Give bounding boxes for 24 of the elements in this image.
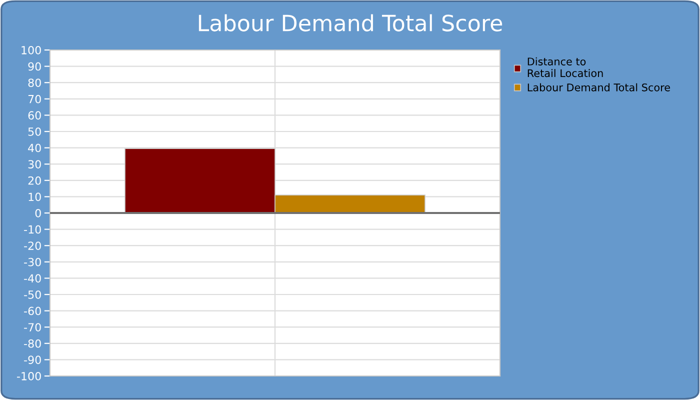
y-tick-label: -60 [24,306,41,316]
y-tick-label: -90 [24,356,41,364]
y-tick-label: 50 [28,127,41,136]
y-tick-label: 90 [28,62,41,71]
y-tick-label: -50 [24,290,41,299]
y-tick-label: -40 [24,274,41,283]
legend-label: Distance to Retail Location [528,57,603,78]
y-tick-label: -100 [16,372,41,380]
y-tick-label: -30 [24,258,41,266]
y-tick-label: 100 [22,46,41,54]
y-tick-label: -10 [24,225,41,234]
y-tick-label: 80 [28,78,41,87]
y-tick-label: -20 [24,242,41,250]
y-tick-label: -80 [24,339,41,348]
y-tick-label: 10 [28,192,41,202]
legend-label: Labour Demand Total Score [528,83,670,92]
chart-title: Labour Demand Total Score [198,14,502,32]
y-tick-label: 30 [28,160,41,168]
y-tick-label: 70 [28,94,41,104]
y-tick-label: 20 [28,176,41,185]
y-tick-label: -70 [24,323,41,332]
y-tick-label: 40 [28,144,41,152]
y-tick-label: 0 [35,208,41,218]
y-tick-label: 60 [28,111,41,120]
